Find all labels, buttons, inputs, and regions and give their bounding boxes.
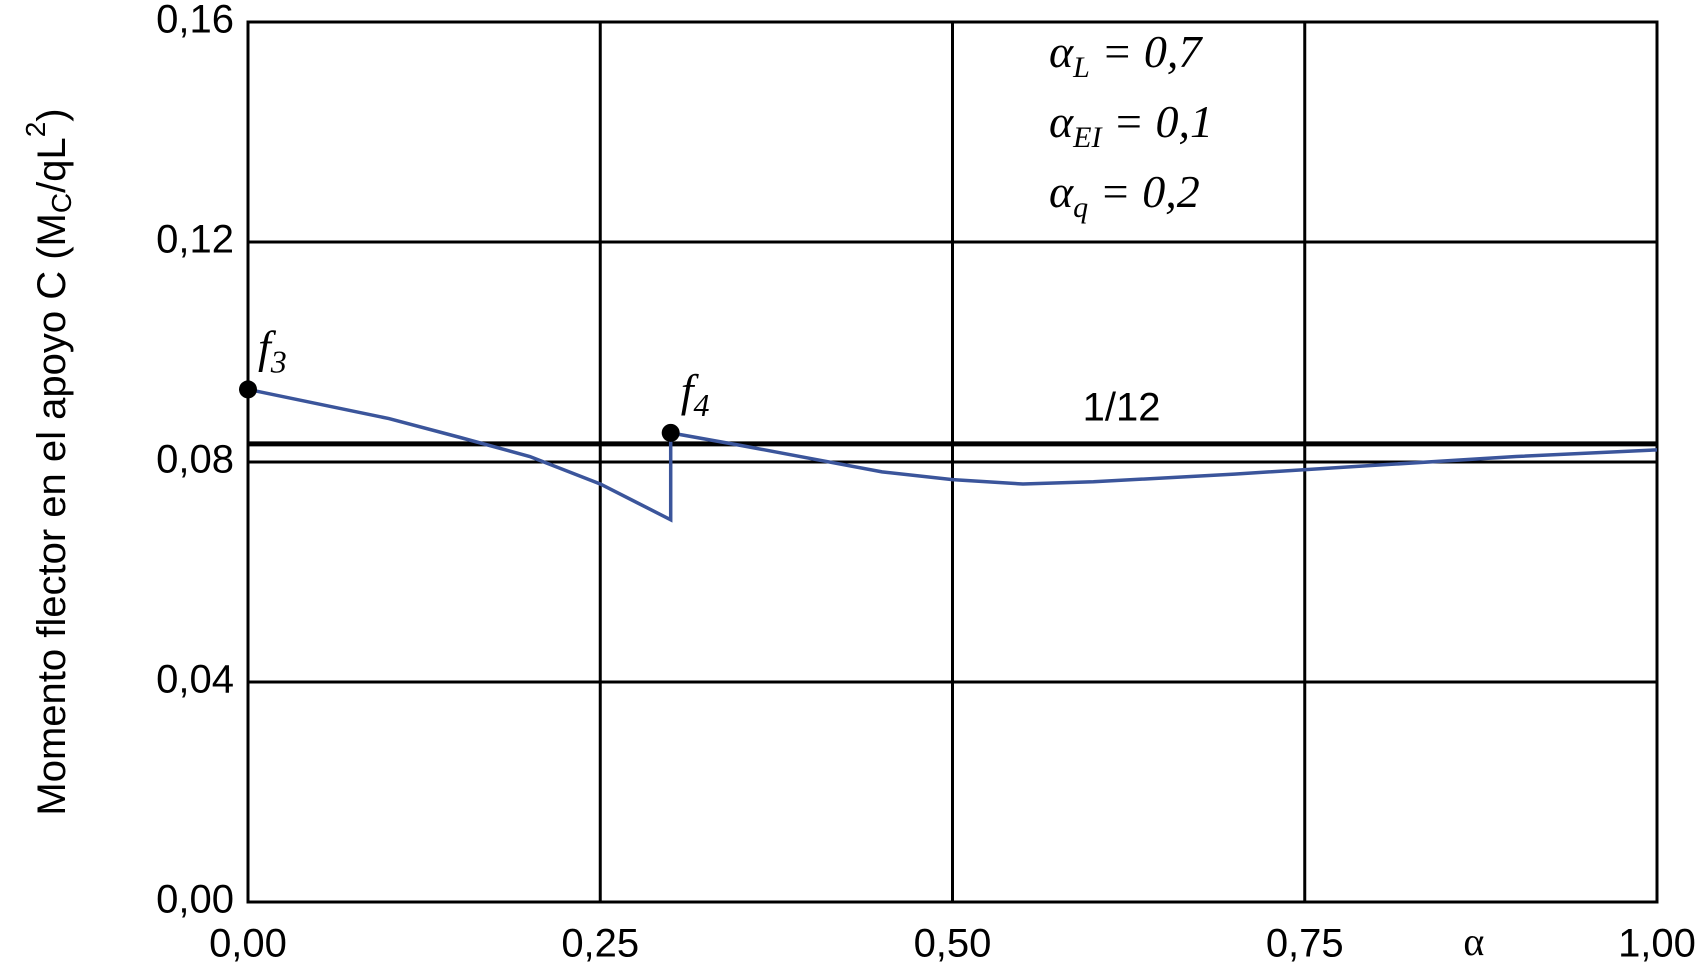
x-tick-label: 1,00 bbox=[1618, 922, 1696, 966]
point-marker bbox=[661, 423, 680, 442]
point-label: f4 bbox=[681, 364, 710, 423]
annotation-symbol: α bbox=[1049, 166, 1074, 217]
annotation-text: = 0,2 bbox=[1088, 166, 1200, 217]
annotation: αEI = 0,1 bbox=[1049, 96, 1213, 154]
annotation: αL = 0,7 bbox=[1049, 26, 1203, 84]
y-label-sup: 2 bbox=[20, 122, 51, 138]
y-tick-label: 0,12 bbox=[156, 218, 234, 262]
annotation-sub: q bbox=[1073, 191, 1088, 224]
x-tick-label: 0,00 bbox=[209, 922, 287, 966]
y-axis-label: Momento flector en el apoyo C (MC/qL2) bbox=[20, 108, 77, 815]
y-label-text: /qL bbox=[30, 137, 74, 193]
y-label-text: Momento flector en el apoyo C (M bbox=[30, 213, 74, 815]
x-axis-label: α bbox=[1463, 919, 1484, 964]
annotation-symbol: α bbox=[1049, 26, 1074, 77]
y-tick-label: 0,16 bbox=[156, 0, 234, 42]
point-label-sub: 3 bbox=[270, 344, 287, 380]
reference-label: 1/12 bbox=[1083, 385, 1161, 429]
y-label-sub: C bbox=[46, 193, 77, 213]
point-marker bbox=[239, 380, 257, 399]
x-tick-label: 0,25 bbox=[561, 922, 639, 966]
point-label-sub: 4 bbox=[693, 387, 709, 423]
annotation-text: = 0,7 bbox=[1090, 26, 1204, 77]
series-line bbox=[247, 387, 1658, 523]
annotation-symbol: α bbox=[1049, 96, 1074, 147]
y-tick-label: 0,08 bbox=[156, 438, 234, 482]
x-tick-label: 0,50 bbox=[914, 922, 992, 966]
annotation: αq = 0,2 bbox=[1049, 166, 1200, 224]
plot-frame bbox=[246, 20, 1659, 904]
annotation-sub: L bbox=[1072, 51, 1090, 84]
y-label-text: ) bbox=[30, 108, 74, 121]
point-label: f3 bbox=[258, 321, 287, 380]
annotation-sub: EI bbox=[1072, 121, 1103, 154]
annotation-text: = 0,1 bbox=[1101, 96, 1213, 147]
y-tick-label: 0,00 bbox=[156, 878, 234, 922]
y-tick-label: 0,04 bbox=[156, 658, 234, 702]
x-tick-label: 0,75 bbox=[1266, 922, 1344, 966]
